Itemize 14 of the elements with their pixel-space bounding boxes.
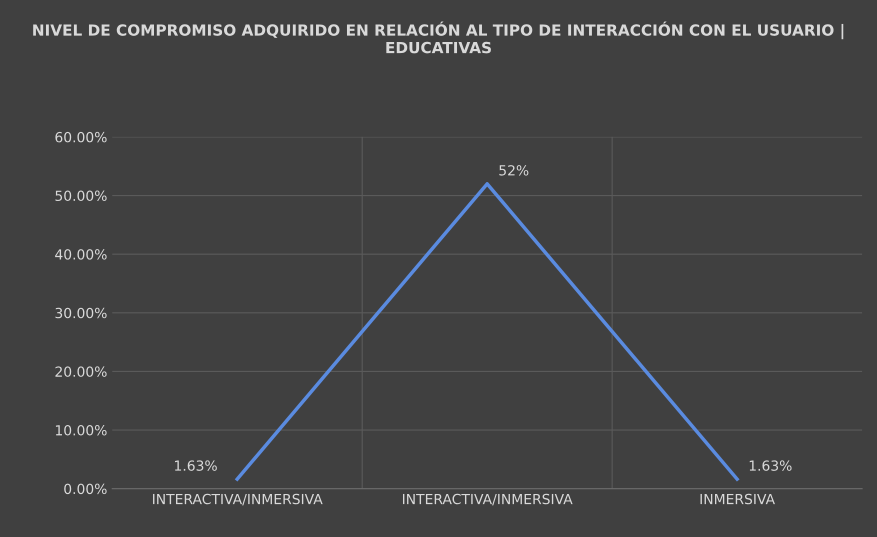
y-tick-label: 60.00%	[55, 132, 107, 142]
x-tick-label: INTERACTIVA/INMERSIVA	[402, 494, 573, 506]
x-tick-label: INTERACTIVA/INMERSIVA	[153, 494, 323, 506]
data-label: 1.63%	[175, 460, 217, 471]
y-tick-label: 0.00%	[64, 484, 107, 494]
chart-title: NIVEL DE COMPROMISO ADQUIRIDO EN RELACIÓN AL TIPO DE INTERACCIÓN CON EL USUARIO | EDUCATIVAS	[33, 21, 844, 54]
y-tick-label: 40.00%	[55, 249, 107, 260]
y-tick-label: 20.00%	[55, 366, 107, 377]
data-label: 1.63%	[750, 460, 792, 471]
y-tick-label: 10.00%	[56, 425, 107, 436]
data-label: 52%	[499, 165, 528, 176]
y-tick-label: 50.00%	[56, 190, 107, 202]
y-tick-label: 30.00%	[55, 308, 107, 318]
x-tick-label: INMERSIVA	[700, 494, 775, 504]
